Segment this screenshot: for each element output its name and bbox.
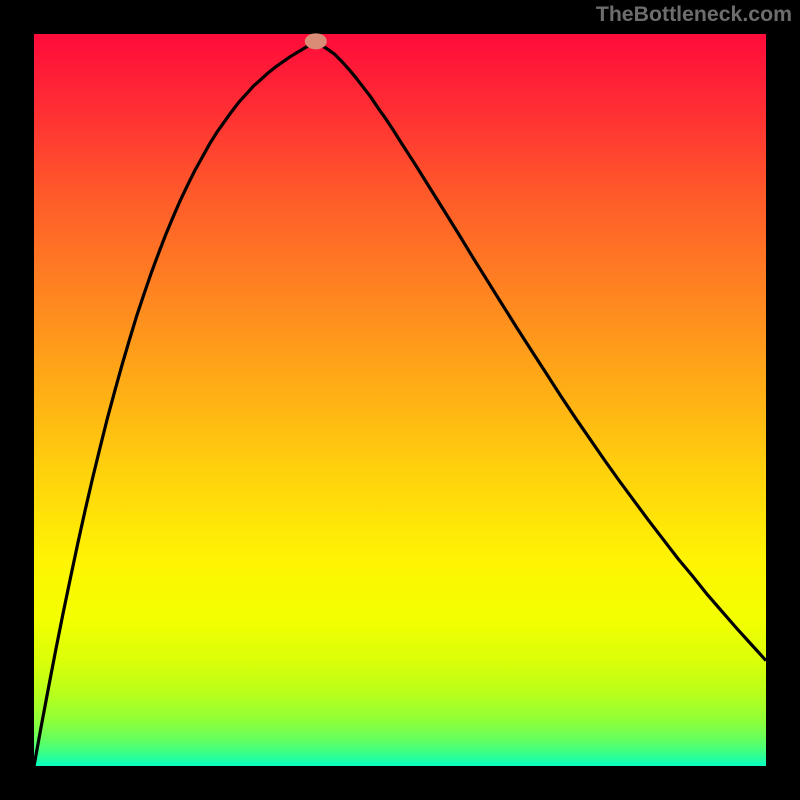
curve-overlay: [0, 0, 800, 800]
bottleneck-curve: [34, 43, 766, 766]
optimum-marker: [305, 33, 327, 49]
chart-container: TheBottleneck.com: [0, 0, 800, 800]
watermark-text: TheBottleneck.com: [596, 2, 792, 27]
